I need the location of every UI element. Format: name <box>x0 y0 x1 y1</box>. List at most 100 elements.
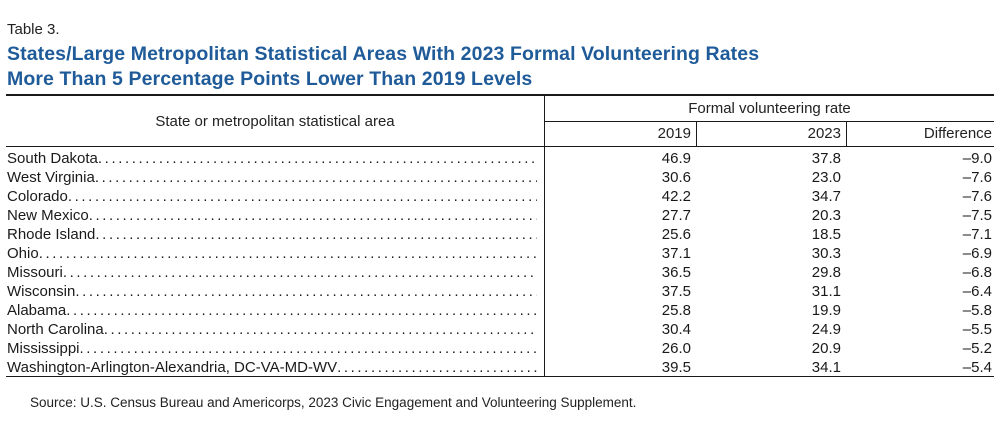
value-difference: –9.0 <box>962 150 992 167</box>
row-name-text: South Dakota <box>7 150 98 167</box>
spanner-rule <box>545 121 994 122</box>
header-bottom-rule <box>6 146 994 147</box>
row-name: Alabama.................................… <box>7 301 537 320</box>
row-name-text: Wisconsin <box>7 283 76 300</box>
leader-dots: ........................................… <box>38 245 537 262</box>
table-top-rule <box>6 94 994 96</box>
value-difference: –5.5 <box>962 321 992 338</box>
table-title: States/Large Metropolitan Statistical Ar… <box>7 42 987 92</box>
row-name: Washington-Arlington-Alexandria, DC-VA-M… <box>7 358 537 377</box>
value-difference: –5.2 <box>962 340 992 357</box>
value-2019: 27.7 <box>661 207 691 224</box>
value-2023: 18.5 <box>811 226 841 243</box>
table-row: Wisconsin...............................… <box>0 282 1000 301</box>
table-row: Alabama.................................… <box>0 301 1000 320</box>
table-row: Ohio....................................… <box>0 244 1000 263</box>
table-row: Colorado................................… <box>0 187 1000 206</box>
row-name-text: Missouri <box>7 264 63 281</box>
table-title-line-1: States/Large Metropolitan Statistical Ar… <box>7 43 760 65</box>
value-2023: 29.8 <box>811 264 841 281</box>
table-title-line-2: More Than 5 Percentage Points Lower Than… <box>7 68 533 90</box>
spanner-header: Formal volunteering rate <box>688 100 851 117</box>
source-note: Source: U.S. Census Bureau and Americorp… <box>30 395 637 410</box>
value-2023: 34.7 <box>811 188 841 205</box>
value-2023: 34.1 <box>811 359 841 376</box>
table-label: Table 3. <box>7 21 60 38</box>
column-header-2023: 2023 <box>807 125 841 142</box>
row-name: Mississippi.............................… <box>7 339 537 358</box>
table-row: Missouri................................… <box>0 263 1000 282</box>
table-body: South Dakota............................… <box>0 149 1000 377</box>
row-name-text: Colorado <box>7 188 68 205</box>
value-2019: 39.5 <box>661 359 691 376</box>
leader-dots: ........................................… <box>79 340 537 357</box>
value-2023: 31.1 <box>811 283 841 300</box>
value-difference: –5.8 <box>962 302 992 319</box>
leader-dots: ........................................… <box>66 302 537 319</box>
value-2019: 46.9 <box>661 150 691 167</box>
value-2023: 24.9 <box>811 321 841 338</box>
value-2019: 37.5 <box>661 283 691 300</box>
leader-dots: ........................................… <box>337 359 537 376</box>
leader-dots: ........................................… <box>67 188 537 205</box>
row-name-text: Ohio <box>7 245 39 262</box>
value-2019: 30.4 <box>661 321 691 338</box>
row-name-text: Mississippi <box>7 340 80 357</box>
value-2019: 25.6 <box>661 226 691 243</box>
leader-dots: ........................................… <box>97 150 537 167</box>
value-difference: –5.4 <box>962 359 992 376</box>
value-2019: 37.1 <box>661 245 691 262</box>
value-difference: –7.1 <box>962 226 992 243</box>
row-name: North Carolina..........................… <box>7 320 537 339</box>
row-name-text: Rhode Island <box>7 226 96 243</box>
value-2023: 23.0 <box>811 169 841 186</box>
table-row: North Carolina..........................… <box>0 320 1000 339</box>
stub-header: State or metropolitan statistical area <box>155 112 395 130</box>
leader-dots: ........................................… <box>75 283 537 300</box>
table-row: South Dakota............................… <box>0 149 1000 168</box>
value-difference: –6.9 <box>962 245 992 262</box>
table-row: New Mexico..............................… <box>0 206 1000 225</box>
value-2023: 30.3 <box>811 245 841 262</box>
value-2019: 30.6 <box>661 169 691 186</box>
row-name-text: Washington-Arlington-Alexandria, DC-VA-M… <box>7 359 338 376</box>
column-header-2019: 2019 <box>657 125 691 142</box>
row-name: Missouri................................… <box>7 263 537 282</box>
table-row: West Virginia...........................… <box>0 168 1000 187</box>
leader-dots: ........................................… <box>94 169 537 186</box>
row-name-text: New Mexico <box>7 207 89 224</box>
value-difference: –6.4 <box>962 283 992 300</box>
leader-dots: ........................................… <box>103 321 537 338</box>
stub-column-divider <box>544 95 545 376</box>
column-header-difference: Difference <box>923 125 992 142</box>
value-2023: 20.9 <box>811 340 841 357</box>
row-name: Wisconsin...............................… <box>7 282 537 301</box>
row-name-text: North Carolina <box>7 321 104 338</box>
header-divider-1 <box>696 122 697 146</box>
table-row: Mississippi.............................… <box>0 339 1000 358</box>
value-2019: 25.8 <box>661 302 691 319</box>
value-2023: 19.9 <box>811 302 841 319</box>
value-2019: 42.2 <box>661 188 691 205</box>
value-2023: 37.8 <box>811 150 841 167</box>
row-name: New Mexico..............................… <box>7 206 537 225</box>
value-2019: 36.5 <box>661 264 691 281</box>
row-name: Rhode Island............................… <box>7 225 537 244</box>
value-difference: –6.8 <box>962 264 992 281</box>
value-difference: –7.6 <box>962 188 992 205</box>
row-name: West Virginia...........................… <box>7 168 537 187</box>
leader-dots: ........................................… <box>88 207 537 224</box>
header-divider-2 <box>846 122 847 146</box>
leader-dots: ........................................… <box>95 226 537 243</box>
value-difference: –7.6 <box>962 169 992 186</box>
row-name-text: Alabama <box>7 302 67 319</box>
row-name-text: West Virginia <box>7 169 95 186</box>
row-name: Colorado................................… <box>7 187 537 206</box>
table-row: Rhode Island............................… <box>0 225 1000 244</box>
leader-dots: ........................................… <box>62 264 537 281</box>
value-2023: 20.3 <box>811 207 841 224</box>
table-row: Washington-Arlington-Alexandria, DC-VA-M… <box>0 358 1000 377</box>
table-bottom-rule <box>6 376 994 377</box>
row-name: Ohio....................................… <box>7 244 537 263</box>
value-difference: –7.5 <box>962 207 992 224</box>
